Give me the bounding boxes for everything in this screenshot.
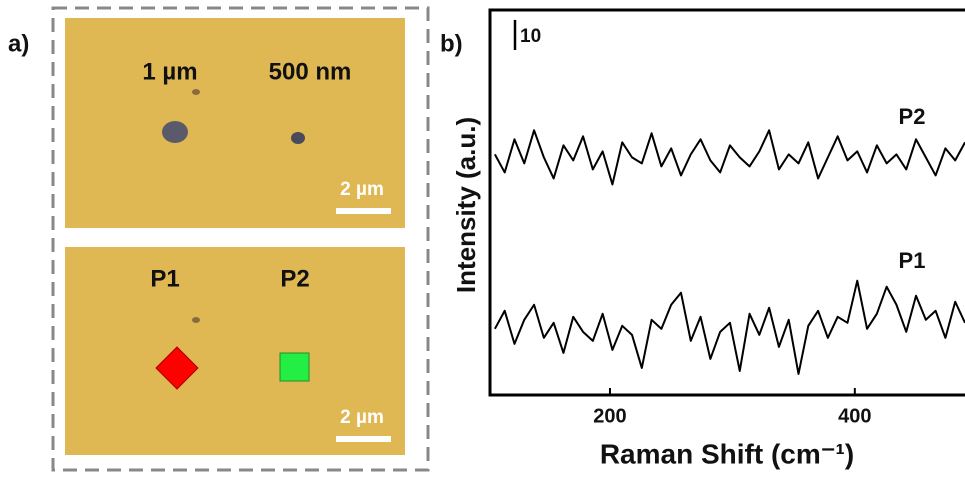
series-label: P2 [899, 104, 926, 129]
panel-label: b) [440, 30, 463, 57]
spectrum-line [494, 279, 965, 375]
marker-p1 [155, 346, 199, 390]
scale-bar-label: 2 µm [340, 407, 384, 428]
image-label: P2 [280, 265, 309, 292]
speck [192, 89, 200, 95]
series-label: P1 [899, 248, 926, 273]
dashed-frame [51, 6, 430, 472]
scale-bar [336, 208, 391, 214]
micrograph-top [65, 18, 405, 228]
plot-frame [488, 8, 965, 397]
plot-area [494, 129, 965, 375]
x-axis-label: Raman Shift (cm⁻¹) [600, 438, 854, 469]
spectrum-line [494, 129, 965, 186]
x-tick-label: 400 [838, 405, 871, 427]
scale-bar-label: 2 µm [340, 179, 384, 200]
speck [192, 317, 200, 323]
image-label: 500 nm [269, 58, 352, 85]
micrograph-bottom [65, 247, 405, 455]
dark-spot [162, 121, 188, 143]
dark-spot [291, 132, 305, 144]
panel-label: a) [8, 30, 29, 57]
y-scale-bar-label: 10 [520, 26, 541, 47]
x-tick-label: 200 [593, 405, 626, 427]
y-axis-label: Intensity (a.u.) [451, 117, 481, 293]
image-label: 1 µm [142, 58, 197, 85]
scale-bar [336, 436, 391, 442]
marker-p2 [279, 352, 310, 382]
image-label: P1 [150, 265, 179, 292]
